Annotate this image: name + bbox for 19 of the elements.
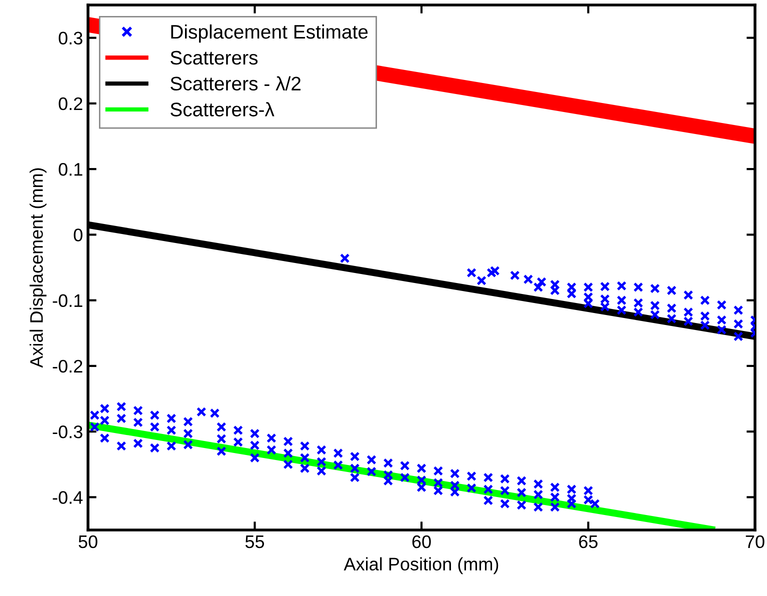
y-tick-label: 0.2 [58,97,82,110]
x-axis-title: Axial Position (mm) [344,557,498,574]
x-tick-label: 65 [579,535,598,548]
legend-label: Displacement Estimate [171,24,368,43]
y-tick-label: -0.2 [52,360,82,373]
legend-label: Scatterers-λ [170,102,274,116]
y-tick-label: -0.3 [52,425,82,438]
y-axis-title: Axial Displacement (mm) [30,168,46,368]
y-tick-label: -0.1 [52,294,82,308]
x-tick-label: 60 [412,535,431,548]
y-tick-label: 0.3 [58,32,82,45]
y-tick-label: 0.1 [58,162,82,176]
legend-label: Scatterers [170,50,258,65]
legend-label: Scatterers - λ/2 [170,76,301,91]
y-tick-label: 0 [74,228,82,242]
y-tick-label: -0.4 [52,491,83,504]
x-tick-label: 55 [245,536,264,548]
x-tick-label: 70 [746,535,764,548]
x-tick-label: 50 [78,535,98,548]
